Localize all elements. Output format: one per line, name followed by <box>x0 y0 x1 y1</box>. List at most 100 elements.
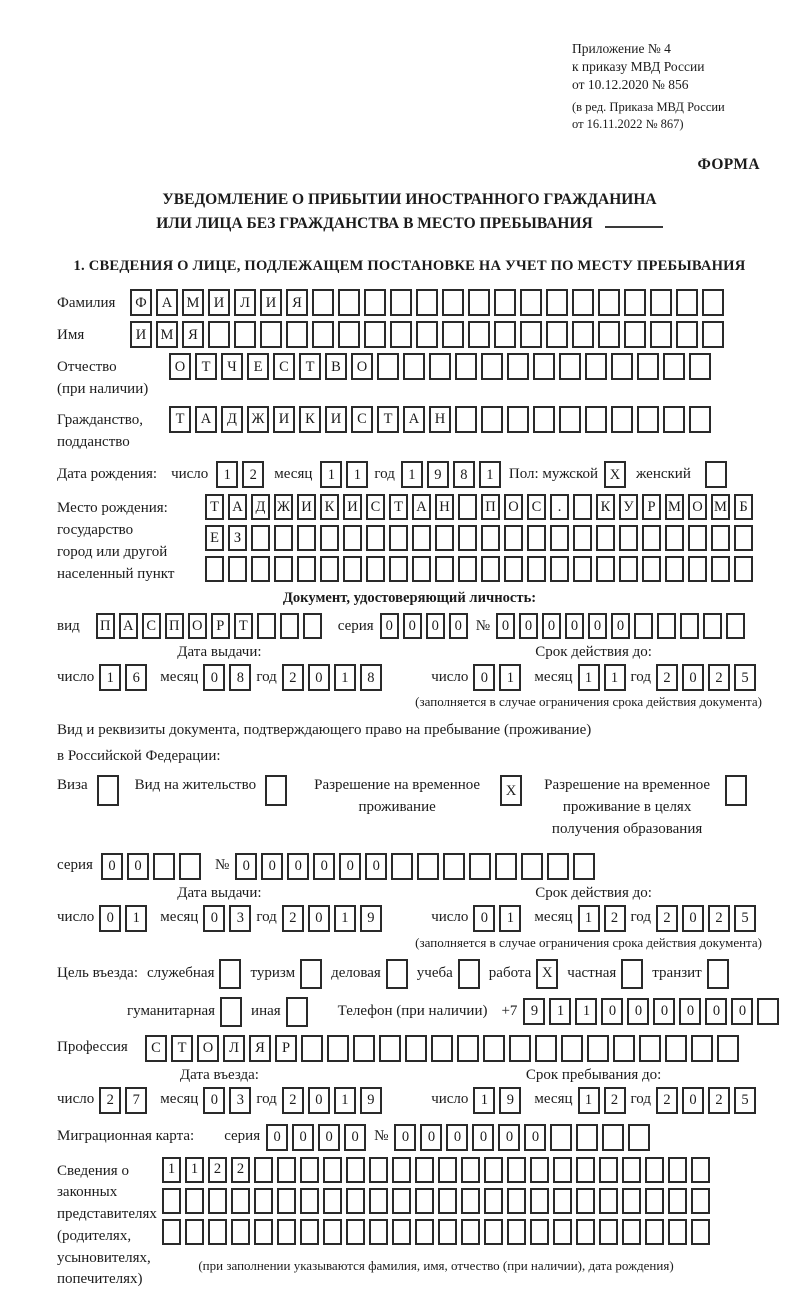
char-cell[interactable] <box>599 1218 618 1245</box>
char-cell[interactable] <box>619 556 638 583</box>
char-cell[interactable]: 0 <box>653 998 676 1026</box>
char-cell[interactable]: Ф <box>130 289 152 317</box>
char-cell[interactable] <box>495 852 518 880</box>
char-cell[interactable] <box>285 996 308 1027</box>
char-cell[interactable] <box>320 525 339 552</box>
char-cell[interactable]: 0 <box>292 1123 315 1151</box>
char-cell[interactable]: 2 <box>656 1086 678 1114</box>
char-cell[interactable]: П <box>164 613 184 640</box>
char-cell[interactable] <box>379 1034 401 1062</box>
char-cell[interactable] <box>757 998 780 1026</box>
char-cell[interactable] <box>494 321 516 349</box>
char-cell[interactable] <box>507 1218 526 1245</box>
char-cell[interactable]: 0 <box>99 904 122 932</box>
char-cell[interactable]: 1 <box>575 998 598 1026</box>
char-cell[interactable] <box>300 1187 319 1214</box>
char-cell[interactable] <box>598 321 620 349</box>
char-cell[interactable]: О <box>351 353 373 381</box>
char-cell[interactable] <box>390 289 412 317</box>
char-cell[interactable]: Ч <box>221 353 243 381</box>
char-cell[interactable]: П <box>481 494 500 521</box>
char-cell[interactable]: 0 <box>307 664 330 692</box>
char-cell[interactable] <box>509 1034 531 1062</box>
char-cell[interactable] <box>366 556 385 583</box>
char-cell[interactable]: 0 <box>682 1086 704 1114</box>
char-cell[interactable]: С <box>351 405 373 433</box>
char-cell[interactable]: 1 <box>333 904 356 932</box>
char-cell[interactable] <box>286 321 308 349</box>
char-cell[interactable] <box>688 525 707 552</box>
char-cell[interactable]: 8 <box>229 664 252 692</box>
char-cell[interactable]: Л <box>223 1034 245 1062</box>
char-cell[interactable] <box>415 1187 434 1214</box>
char-cell[interactable]: 3 <box>229 1086 252 1114</box>
char-cell[interactable]: 1 <box>478 461 501 489</box>
char-cell[interactable] <box>461 1156 480 1183</box>
char-cell[interactable] <box>346 1218 365 1245</box>
char-cell[interactable] <box>546 321 568 349</box>
char-cell[interactable] <box>481 405 503 433</box>
char-cell[interactable] <box>435 525 454 552</box>
char-cell[interactable] <box>251 525 270 552</box>
char-cell[interactable]: А <box>195 405 217 433</box>
char-cell[interactable]: 0 <box>425 613 445 640</box>
char-cell[interactable] <box>665 556 684 583</box>
char-cell[interactable]: 1 <box>499 904 522 932</box>
char-cell[interactable]: Т <box>171 1034 193 1062</box>
char-cell[interactable]: 0 <box>446 1123 469 1151</box>
char-cell[interactable] <box>576 1123 599 1151</box>
char-cell[interactable]: 0 <box>473 664 496 692</box>
char-cell[interactable] <box>461 1218 480 1245</box>
char-cell[interactable]: 0 <box>565 613 584 640</box>
char-cell[interactable] <box>657 613 676 640</box>
char-cell[interactable] <box>256 613 276 640</box>
char-cell[interactable] <box>392 1218 411 1245</box>
char-cell[interactable] <box>596 556 615 583</box>
char-cell[interactable]: 0 <box>266 1123 289 1151</box>
char-cell[interactable]: 0 <box>731 998 754 1026</box>
char-cell[interactable]: 8 <box>359 664 382 692</box>
char-cell[interactable] <box>576 1156 595 1183</box>
char-cell[interactable]: 0 <box>203 664 226 692</box>
char-cell[interactable]: Т <box>299 353 321 381</box>
char-cell[interactable] <box>622 1156 641 1183</box>
char-cell[interactable]: И <box>130 321 152 349</box>
char-cell[interactable]: Т <box>169 405 191 433</box>
char-cell[interactable] <box>208 1218 227 1245</box>
char-cell[interactable]: 3 <box>229 904 252 932</box>
char-cell[interactable]: 0 <box>498 1123 521 1151</box>
char-cell[interactable]: Т <box>205 494 224 521</box>
char-cell[interactable]: С <box>273 353 295 381</box>
char-cell[interactable]: К <box>596 494 615 521</box>
char-cell[interactable]: В <box>325 353 347 381</box>
char-cell[interactable] <box>611 405 633 433</box>
char-cell[interactable] <box>442 321 464 349</box>
char-cell[interactable] <box>484 1218 503 1245</box>
char-cell[interactable] <box>152 852 175 880</box>
char-cell[interactable] <box>573 494 592 521</box>
char-cell[interactable] <box>598 289 620 317</box>
char-cell[interactable] <box>613 1034 635 1062</box>
char-cell[interactable]: И <box>297 494 316 521</box>
char-cell[interactable] <box>668 1218 687 1245</box>
char-cell[interactable] <box>645 1156 664 1183</box>
char-cell[interactable]: 1 <box>499 664 522 692</box>
char-cell[interactable]: 1 <box>185 1156 204 1183</box>
char-cell[interactable] <box>185 1218 204 1245</box>
char-cell[interactable]: Б <box>734 494 753 521</box>
char-cell[interactable] <box>389 556 408 583</box>
char-cell[interactable]: 0 <box>448 613 468 640</box>
char-cell[interactable] <box>251 556 270 583</box>
char-cell[interactable]: 1 <box>577 664 600 692</box>
char-cell[interactable] <box>702 289 724 317</box>
char-cell[interactable]: Н <box>435 494 454 521</box>
char-cell[interactable]: И <box>325 405 347 433</box>
char-cell[interactable]: А <box>403 405 425 433</box>
char-cell[interactable]: Т <box>233 613 253 640</box>
char-cell[interactable] <box>676 321 698 349</box>
char-cell[interactable] <box>297 525 316 552</box>
char-cell[interactable] <box>572 321 594 349</box>
char-cell[interactable]: 0 <box>588 613 607 640</box>
char-cell[interactable]: С <box>366 494 385 521</box>
char-cell[interactable] <box>602 1123 625 1151</box>
